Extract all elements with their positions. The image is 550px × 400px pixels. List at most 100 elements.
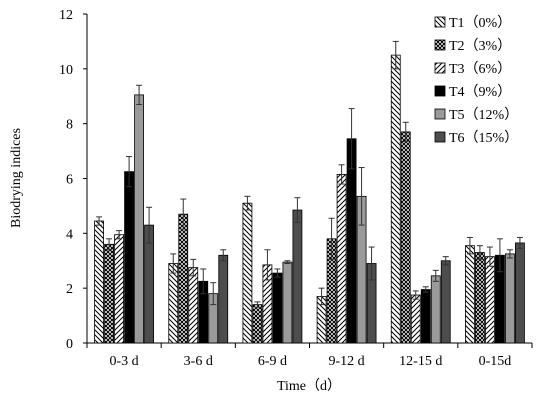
- legend-swatch: [434, 131, 446, 143]
- bar-series: [94, 54, 525, 344]
- legend-swatch: [434, 85, 446, 97]
- error-bar-3-2: [190, 258, 197, 277]
- error-bar-3-3: [264, 249, 271, 281]
- bar-1-5: [390, 54, 401, 344]
- error-bar-5-5: [432, 269, 439, 282]
- y-tick-label: 0: [66, 337, 73, 352]
- error-bar-3-6: [486, 246, 493, 267]
- legend-label: T4（9%）: [449, 84, 511, 100]
- bar-2-6: [475, 252, 485, 344]
- x-tick-label: 0-15d: [479, 354, 512, 369]
- bar-1-3: [242, 202, 253, 344]
- y-tick-label: 2: [66, 282, 73, 297]
- bar-3-1: [114, 234, 124, 344]
- x-tick-label: 3-6 d: [184, 354, 213, 369]
- legend-label: T5（12%）: [449, 107, 518, 123]
- error-bar-6-6: [516, 236, 523, 249]
- y-tick-label: 4: [66, 227, 73, 242]
- error-bar-4-2: [200, 268, 207, 295]
- error-bar-4-5: [422, 286, 429, 293]
- error-bar-1-4: [318, 287, 325, 306]
- bar-1-6: [465, 245, 475, 344]
- legend-item: T3（6%）: [434, 61, 511, 77]
- error-bar-1-3: [244, 195, 251, 211]
- bar-5-3: [282, 261, 293, 344]
- error-bar-5-3: [284, 260, 291, 264]
- bar-6-5: [440, 260, 451, 344]
- x-tick-label: 0-3 d: [109, 354, 138, 369]
- legend-item: T6（15%）: [434, 130, 518, 146]
- legend-item: T1（0%）: [434, 15, 511, 31]
- bar-4-1: [124, 171, 134, 344]
- legend-swatch: [434, 16, 446, 28]
- bar-1-1: [94, 220, 104, 344]
- error-bar-2-5: [402, 121, 409, 142]
- y-axis-ticks: 0 2 4 6 8 10 12: [59, 8, 87, 352]
- error-bar-4-1: [126, 156, 133, 188]
- x-axis-ticks: 0-3 d 3-6 d 6-9 d 9-12 d 12-15 d 0-15d: [86, 343, 533, 369]
- bar-3-4: [336, 173, 347, 344]
- legend-item: T5（12%）: [434, 107, 518, 123]
- error-bar-6-1: [146, 206, 153, 244]
- bar-2-2: [178, 213, 189, 344]
- error-bar-5-2: [210, 282, 217, 306]
- bar-3-6: [485, 256, 495, 344]
- bar-3-5: [410, 294, 421, 344]
- x-axis-label: Time（d）: [277, 378, 341, 394]
- x-tick-label: 9-12 d: [328, 354, 364, 369]
- error-bar-4-4: [348, 108, 355, 170]
- legend-label: T2（3%）: [449, 38, 511, 54]
- error-bar-6-4: [368, 246, 375, 281]
- x-tick-label: 6-9 d: [258, 354, 287, 369]
- legend-item: T4（9%）: [434, 84, 511, 100]
- error-bar-6-3: [294, 197, 301, 223]
- y-tick-label: 8: [66, 118, 73, 133]
- legend-label: T3（6%）: [449, 61, 511, 77]
- error-bar-5-1: [136, 84, 143, 105]
- error-bar-1-5: [392, 40, 399, 70]
- error-bar-1-1: [96, 216, 103, 226]
- error-bar-4-3: [274, 268, 281, 278]
- bar-6-6: [515, 242, 525, 344]
- bar-5-6: [505, 253, 515, 344]
- error-bar-5-6: [506, 249, 513, 259]
- error-bar-1-2: [170, 253, 177, 274]
- bar-5-1: [134, 94, 144, 344]
- y-axis-label: Biodrying indices: [9, 128, 24, 228]
- bar-4-5: [420, 289, 431, 344]
- legend-swatch: [434, 39, 446, 51]
- legend-label: T6（15%）: [449, 130, 518, 146]
- bar-2-3: [252, 304, 263, 344]
- error-bar-1-6: [466, 236, 473, 255]
- error-bar-6-2: [220, 249, 227, 262]
- error-bar-2-3: [254, 301, 261, 308]
- y-tick-label: 10: [59, 63, 73, 78]
- y-tick-label: 6: [66, 173, 73, 188]
- bar-3-2: [188, 267, 199, 344]
- x-tick-label: 12-15 d: [399, 354, 442, 369]
- bar-4-3: [272, 272, 283, 344]
- error-bar-5-4: [358, 167, 365, 226]
- y-tick-label: 12: [59, 8, 73, 23]
- error-bar-3-5: [412, 290, 419, 300]
- error-bar-3-1: [116, 230, 123, 240]
- error-bar-2-6: [476, 245, 483, 260]
- bar-1-2: [168, 263, 179, 344]
- legend-label: T1（0%）: [449, 15, 511, 31]
- legend-item: T2（3%）: [434, 38, 511, 54]
- bar-6-3: [292, 209, 303, 344]
- legend-swatch: [434, 108, 446, 120]
- error-bar-6-5: [442, 256, 449, 266]
- error-bar-2-2: [180, 198, 187, 230]
- error-bar-3-4: [338, 164, 345, 185]
- bar-5-5: [430, 275, 441, 344]
- error-bars: [96, 40, 523, 308]
- bar-6-2: [218, 254, 229, 344]
- bar-2-5: [400, 131, 411, 344]
- error-bar-2-4: [328, 217, 335, 260]
- legend-swatch: [434, 62, 446, 74]
- bar-2-1: [104, 243, 114, 344]
- legend: T1（0%） T2（3%） T3（6%） T4（9%） T5（12%） T6（15%）: [434, 15, 518, 146]
- error-bar-4-6: [496, 238, 503, 273]
